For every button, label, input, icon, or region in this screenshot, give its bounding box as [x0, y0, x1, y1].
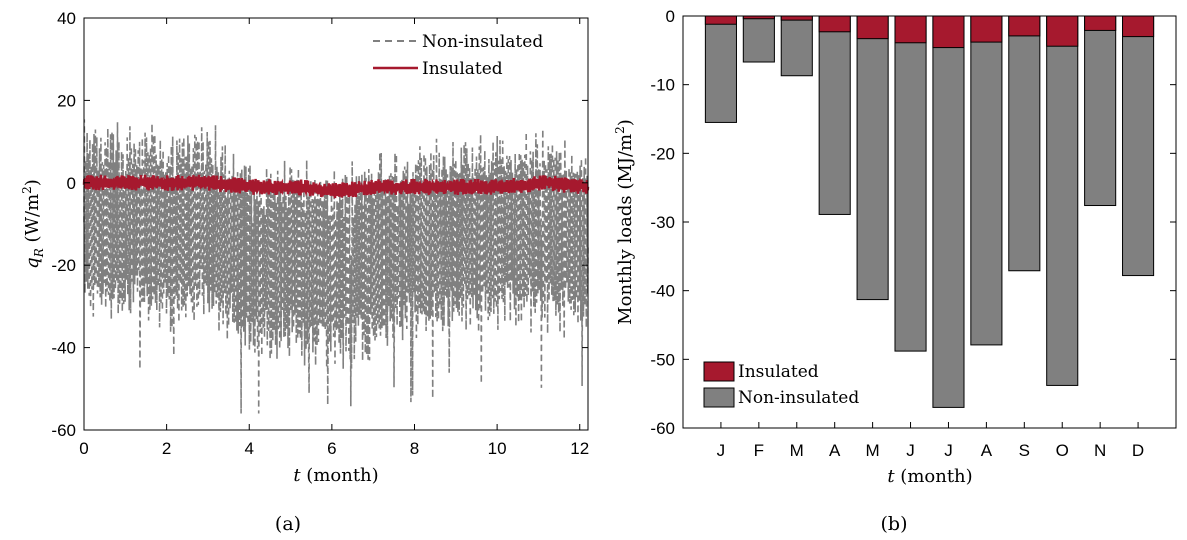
panel-b-bar-chart: 0 -10 -20 -30 -40 -50 -60 J F M A M J J A S O N D Insulate…	[613, 7, 1177, 535]
panel-b-caption: (b)	[881, 513, 908, 535]
panel-a-x-tick-label: 2	[162, 439, 171, 458]
panel-b-x-tick-label: N	[1094, 441, 1106, 460]
bar-insulated-9	[1008, 15, 1041, 37]
legend-label-non-insulated: Non-insulated	[422, 32, 543, 52]
bar-insulated-10	[1046, 15, 1079, 47]
panel-b-x-axis-label: t (month)	[887, 466, 972, 487]
panel-b-x-tick-label: J	[944, 441, 953, 460]
panel-b-legend: Insulated Non-insulated	[703, 361, 859, 408]
panel-b-x-tick-label: J	[906, 441, 915, 460]
panel-b-y-tick-label: -50	[650, 350, 675, 369]
bar-insulated-4	[818, 15, 851, 33]
panel-b-y-tick-label: -40	[650, 282, 675, 301]
panel-b-y-tick-label: -10	[650, 76, 675, 95]
bar-non-insulated-10	[1046, 15, 1079, 386]
panel-a-x-tick-label: 8	[410, 439, 419, 458]
panel-b-x-tick-label: S	[1019, 441, 1030, 460]
panel-a-x-tick-label: 12	[570, 439, 589, 458]
bar-non-insulated-3	[780, 15, 813, 77]
panel-a-x-tick-label: 6	[327, 439, 336, 458]
panel-a-y-axis-label: qR (W/m2)	[20, 179, 46, 269]
panel-a-axes-frame	[83, 17, 589, 431]
bar-non-insulated-8	[970, 15, 1003, 346]
panel-b-x-tick-label: A	[829, 441, 841, 460]
panel-b-y-tick-label: 0	[666, 7, 675, 26]
legend-label-insulated: Insulated	[422, 59, 503, 79]
panel-b-x-tick-label: D	[1132, 441, 1144, 460]
panel-a-x-tick-label: 0	[79, 439, 88, 458]
bar-non-insulated-9	[1008, 15, 1041, 272]
panel-b-y-axis-label: Monthly loads (MJ/m2)	[613, 119, 636, 325]
panel-b-x-tick-label: J	[717, 441, 726, 460]
panel-a-y-tick-label: -40	[51, 339, 76, 358]
bar-insulated-3	[780, 15, 813, 21]
bar-non-insulated-4	[818, 15, 851, 215]
panel-b-x-tick-label: A	[981, 441, 993, 460]
series-line-insulated	[82, 174, 590, 199]
panel-a-y-tick-label: -20	[51, 256, 76, 275]
panel-b-x-tick-label: F	[754, 441, 764, 460]
panel-a-y-tick-label: 20	[57, 91, 76, 110]
panel-a-y-tick-label: -60	[51, 421, 76, 440]
bar-non-insulated-12	[1122, 15, 1155, 277]
legend-swatch-non-insulated	[703, 387, 735, 408]
bar-non-insulated-2	[742, 15, 775, 63]
bar-non-insulated-6	[894, 15, 927, 352]
bar-insulated-8	[970, 15, 1003, 43]
bar-non-insulated-5	[856, 15, 889, 301]
bar-insulated-6	[894, 15, 927, 44]
bar-insulated-5	[856, 15, 889, 40]
panel-a-y-tick-label: 40	[57, 9, 76, 28]
panel-b-y-tick-label: -20	[650, 144, 675, 163]
legend-swatch-insulated	[703, 361, 735, 382]
legend-label-insulated-b: Insulated	[738, 362, 819, 382]
legend-label-non-insulated-b: Non-insulated	[738, 388, 859, 408]
panel-b-x-tick-label: O	[1056, 441, 1069, 460]
panel-a-x-tick-label: 4	[245, 439, 254, 458]
panel-b-axes-frame	[682, 15, 1177, 429]
panel-b-y-tick-label: -60	[650, 419, 675, 438]
panel-a-y-tick-label: 0	[67, 174, 76, 193]
bar-non-insulated-11	[1084, 15, 1117, 207]
panel-a-x-tick-label: 10	[488, 439, 507, 458]
panel-b-y-tick-label: -30	[650, 213, 675, 232]
bar-non-insulated-1	[704, 15, 737, 123]
panel-a-line-chart: 0 2 4 6 8 10 12 -60 -40 -20 0 20 40 Non-insulated In…	[20, 9, 590, 535]
panel-a-x-axis-label: t (month)	[293, 465, 378, 486]
bar-insulated-1	[704, 15, 737, 25]
panel-b-x-tick-label: M	[790, 441, 804, 460]
bar-insulated-12	[1122, 15, 1155, 38]
series-line-non-insulated	[83, 119, 589, 414]
bar-insulated-7	[932, 15, 965, 49]
bar-insulated-11	[1084, 15, 1117, 31]
panel-b-x-tick-label: M	[866, 441, 880, 460]
panel-a-legend: Non-insulated Insulated	[373, 32, 543, 79]
panel-a-caption: (a)	[275, 513, 301, 535]
bar-non-insulated-7	[932, 15, 965, 408]
